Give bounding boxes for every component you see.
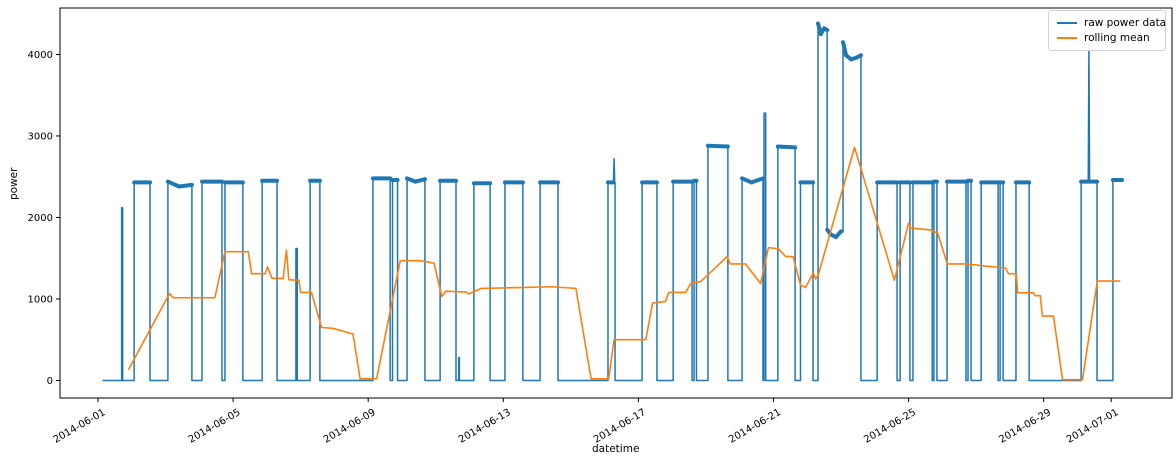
raw-power-noisy-top-segment [413,177,427,184]
rolling-mean-line [127,146,1121,381]
x-tick-label: 2014-07-01 [1065,407,1121,446]
x-axis-label: datetime [592,443,640,455]
x-tick-label: 2014-06-05 [187,407,243,446]
x-tick-label: 2014-06-09 [322,407,378,446]
x-tick-label: 2014-06-21 [727,407,783,446]
plot-frame [59,7,1173,399]
x-tick-label: 2014-06-01 [52,407,108,446]
legend-entry-rolling-mean: rolling mean [1057,30,1157,45]
raw-power-noisy-top-segment [705,143,730,149]
raw-power-noisy-top-segment [775,144,798,150]
y-axis-label: power [8,167,20,200]
raw-power-noisy-top-segment [841,40,849,58]
y-tick-label: 3000 [28,131,53,142]
y-tick-label: 2000 [28,213,53,224]
raw-power-noisy-top-segment [854,53,863,60]
rolling-mean-line-swatch [1057,36,1077,39]
x-tick-label: 2014-06-29 [997,407,1053,446]
x-tick-label: 2014-06-17 [592,407,648,446]
raw-power-line-swatch [1057,21,1077,24]
legend[interactable]: raw power data rolling mean [1048,10,1166,51]
raw-power-noisy-top-segment [177,182,194,189]
y-tick-label: 4000 [28,50,53,61]
x-tick-label: 2014-06-25 [862,407,918,446]
raw-power-noisy-top-segment [749,176,766,185]
raw-power-noisy-top-segment [165,179,182,189]
raw-power-data-line [102,22,1123,382]
raw-power-noisy-top-segment [833,229,844,240]
y-tick-label: 0 [47,376,53,387]
x-tick-label: 2014-06-13 [457,407,513,446]
legend-entry-raw-power: raw power data [1057,15,1166,30]
y-tick-label: 1000 [28,294,53,305]
legend-label-rolling-mean: rolling mean [1084,31,1150,44]
legend-label-raw-power: raw power data [1084,16,1167,29]
raw-power-noisy-top-segment [822,26,830,33]
